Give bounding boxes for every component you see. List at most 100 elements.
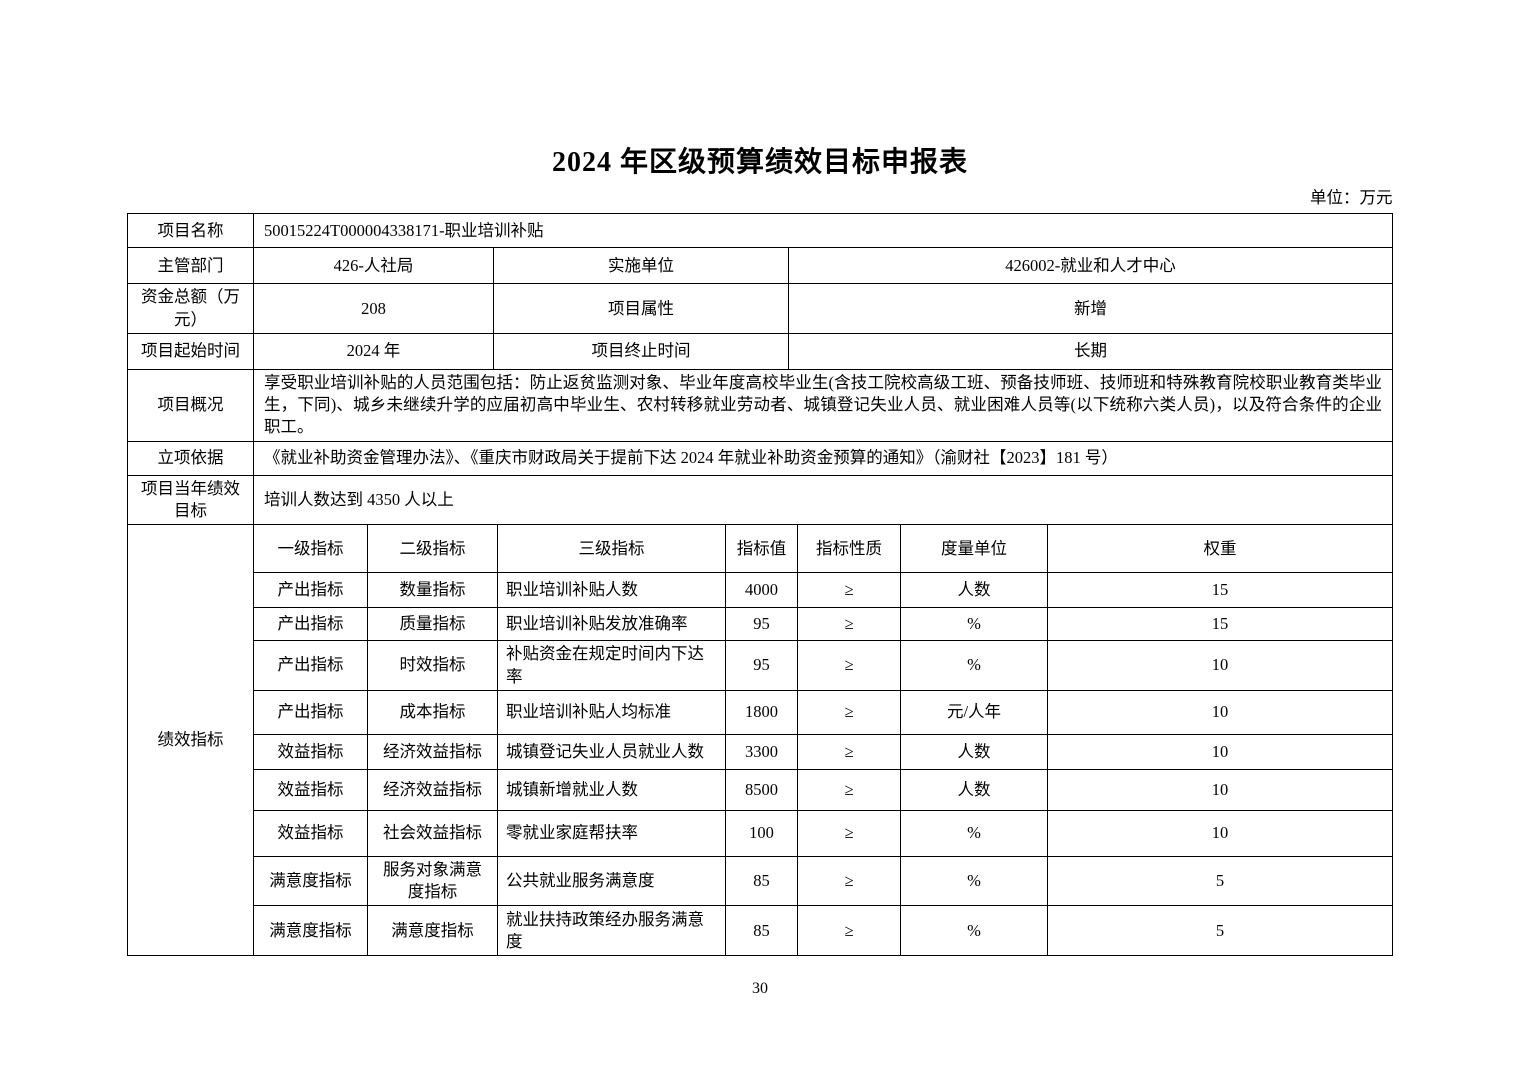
indicator-row: 效益指标 社会效益指标 零就业家庭帮扶率 100 ≥% 10 <box>128 809 1393 857</box>
indicator-cell: ≥ <box>797 572 901 609</box>
indicator-cell: 就业扶持政策经办服务满意度 <box>497 905 726 957</box>
project-name-value: 50015224T000004338171-职业培训补贴 <box>252 213 1394 249</box>
basis-label: 立项依据 <box>126 440 254 476</box>
indicator-cell: 产出指标 <box>253 689 368 735</box>
indicator-cell: ≥ <box>797 733 901 770</box>
attr-value: 新增 <box>787 283 1394 334</box>
indicator-cell: ≥ <box>797 640 901 691</box>
overview-label: 项目概况 <box>126 368 254 442</box>
impl-unit-value: 426002-就业和人才中心 <box>787 247 1394 285</box>
table-row: 项目概况 享受职业培训补贴的人员范围包括：防止返贫监测对象、毕业年度高校毕业生(… <box>126 368 1394 442</box>
indicator-header: 指标值 <box>725 524 798 574</box>
indicator-cell: ≥ <box>797 809 901 857</box>
indicator-cell: 95 <box>725 640 798 691</box>
page-title: 2024 年区级预算绩效目标申报表 <box>551 147 968 178</box>
basis-value: 《就业补助资金管理办法》、《重庆市财政局关于提前下达 2024 年就业补助资金预… <box>252 440 1394 476</box>
table-row: 主管部门 426-人社局 实施单位 426002-就业和人才中心 <box>126 247 1394 285</box>
table-row: 资金总额（万元） 208 项目属性 新增 <box>126 283 1394 334</box>
indicator-cell: ≥ <box>797 768 901 811</box>
indicator-cell: 时效指标 <box>367 640 498 691</box>
indicator-cell: % <box>900 640 1048 691</box>
indicator-cell: ≥ <box>797 905 901 957</box>
indicator-cell: 3300 <box>725 733 798 770</box>
indicator-cell: 人数 <box>900 768 1048 811</box>
total-fund-label: 资金总额（万元） <box>126 283 254 334</box>
table-row: 项目名称 50015224T000004338171-职业培训补贴 <box>126 213 1394 249</box>
indicator-row: 产出指标 成本指标 职业培训补贴人均标准 1800 ≥ 元/人年 10 <box>128 689 1393 735</box>
indicator-header: 权重 <box>1047 524 1393 574</box>
start-date-value: 2024 年 <box>252 332 494 370</box>
indicator-cell: 15 <box>1047 572 1393 609</box>
indicator-cell: 10 <box>1047 733 1393 770</box>
indicator-cell: 1800 <box>725 689 798 735</box>
indicator-row: 效益指标 经济效益指标 城镇登记失业人员就业人数 3300 ≥ 人数 10 <box>128 733 1393 770</box>
indicator-row: 产出指标 质量指标 职业培训补贴发放准确率 95 ≥% 15 <box>128 607 1393 642</box>
indicator-rows: 绩效指标 一级指标 二级指标 三级指标 指标值 指标性质 度量单位 权重 产出指… <box>127 524 1393 957</box>
indicator-cell: 产出指标 <box>253 640 368 691</box>
indicator-cell: 经济效益指标 <box>367 768 498 811</box>
indicator-cell: 城镇新增就业人数 <box>497 768 726 811</box>
indicator-cell: 10 <box>1047 689 1393 735</box>
indicator-cell: 100 <box>725 809 798 857</box>
indicator-cell: ≥ <box>797 607 901 642</box>
indicator-cell: 人数 <box>900 733 1048 770</box>
indicator-cell: 效益指标 <box>253 768 368 811</box>
indicator-cell: 质量指标 <box>367 607 498 642</box>
indicator-header: 三级指标 <box>497 524 726 574</box>
indicator-cell: 满意度指标 <box>253 905 368 957</box>
indicator-cell: 85 <box>725 855 798 907</box>
indicator-cell: % <box>900 809 1048 857</box>
indicator-cell: 零就业家庭帮扶率 <box>497 809 726 857</box>
annual-goal-value: 培训人数达到 4350 人以上 <box>252 474 1394 526</box>
indicator-cell: 10 <box>1047 768 1393 811</box>
indicator-cell: % <box>900 607 1048 642</box>
annual-goal-label: 项目当年绩效目标 <box>126 474 254 526</box>
dept-value: 426-人社局 <box>252 247 494 285</box>
indicator-cell: 85 <box>725 905 798 957</box>
indicator-cell: 满意度指标 <box>367 905 498 957</box>
indicator-row: 产出指标 数量指标 职业培训补贴人数 4000 ≥ 人数 15 <box>128 572 1393 609</box>
indicator-cell: 服务对象满意度指标 <box>367 855 498 907</box>
end-date-value: 长期 <box>787 332 1394 370</box>
indicator-section-label: 绩效指标 <box>127 524 254 957</box>
indicator-cell: 4000 <box>725 572 798 609</box>
indicator-cell: 公共就业服务满意度 <box>497 855 726 907</box>
indicator-row: 满意度指标 满意度指标 就业扶持政策经办服务满意度 85 ≥% 5 <box>128 905 1393 957</box>
indicator-row: 效益指标 经济效益指标 城镇新增就业人数 8500 ≥ 人数 10 <box>128 768 1393 811</box>
indicator-header: 指标性质 <box>797 524 901 574</box>
indicator-cell: 5 <box>1047 905 1393 957</box>
total-fund-value: 208 <box>252 283 494 334</box>
indicator-cell: 5 <box>1047 855 1393 907</box>
project-name-label: 项目名称 <box>126 213 254 249</box>
indicator-cell: 社会效益指标 <box>367 809 498 857</box>
indicator-table: 绩效指标 一级指标 二级指标 三级指标 指标值 指标性质 度量单位 权重 产出指… <box>127 524 1393 957</box>
indicator-cell: 成本指标 <box>367 689 498 735</box>
indicator-cell: 10 <box>1047 640 1393 691</box>
indicator-cell: 8500 <box>725 768 798 811</box>
indicator-cell: 15 <box>1047 607 1393 642</box>
indicator-cell: 城镇登记失业人员就业人数 <box>497 733 726 770</box>
indicator-cell: 补贴资金在规定时间内下达率 <box>497 640 726 691</box>
indicator-cell: 产出指标 <box>253 572 368 609</box>
indicator-cell: % <box>900 905 1048 957</box>
table-row: 项目当年绩效目标 培训人数达到 4350 人以上 <box>126 474 1394 526</box>
indicator-cell: 元/人年 <box>900 689 1048 735</box>
indicator-cell: 经济效益指标 <box>367 733 498 770</box>
indicator-header: 一级指标 <box>253 524 368 574</box>
overview-value: 享受职业培训补贴的人员范围包括：防止返贫监测对象、毕业年度高校毕业生(含技工院校… <box>252 368 1394 442</box>
unit-note: 单位：万元 <box>1310 187 1393 207</box>
indicator-cell: 人数 <box>900 572 1048 609</box>
table-row: 项目起始时间 2024 年 项目终止时间 长期 <box>126 332 1394 370</box>
indicator-header: 二级指标 <box>367 524 498 574</box>
indicator-cell: 数量指标 <box>367 572 498 609</box>
attr-label: 项目属性 <box>492 283 789 334</box>
start-date-label: 项目起始时间 <box>126 332 254 370</box>
indicator-row: 满意度指标 服务对象满意度指标 公共就业服务满意度 85 ≥% 5 <box>128 855 1393 907</box>
indicator-cell: 满意度指标 <box>253 855 368 907</box>
table-row: 立项依据 《就业补助资金管理办法》、《重庆市财政局关于提前下达 2024 年就业… <box>126 440 1394 476</box>
indicator-cell: % <box>900 855 1048 907</box>
indicator-cell: 10 <box>1047 809 1393 857</box>
project-info-table: 项目名称 50015224T000004338171-职业培训补贴 主管部门 4… <box>126 213 1394 526</box>
dept-label: 主管部门 <box>126 247 254 285</box>
